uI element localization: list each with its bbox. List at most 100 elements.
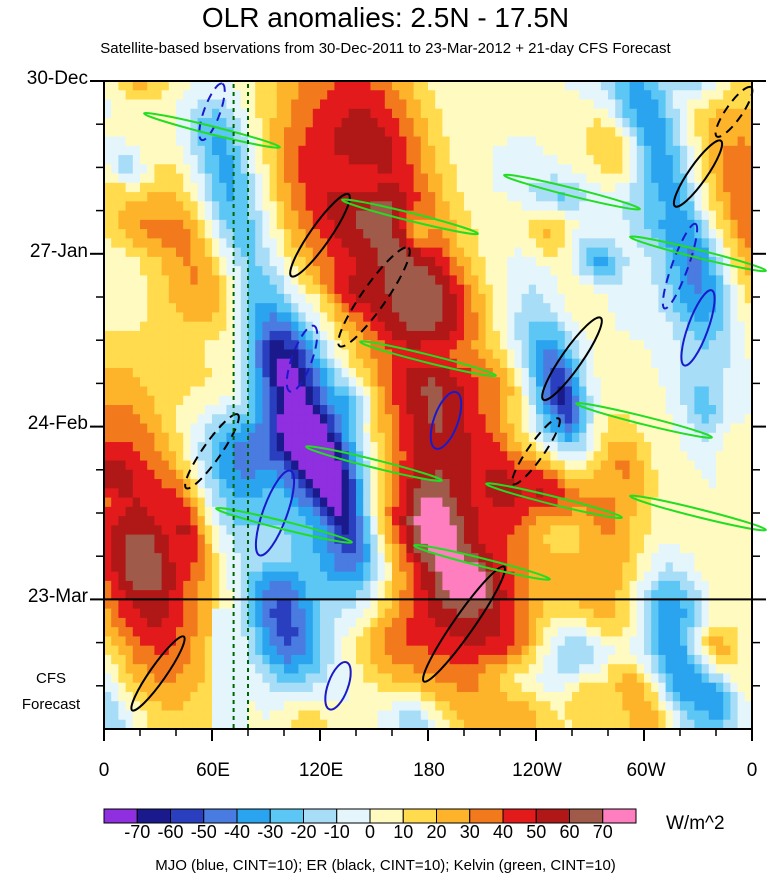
olr-cell: [665, 525, 674, 536]
olr-cell: [500, 414, 508, 425]
olr-cell: [478, 460, 487, 471]
olr-cell: [492, 108, 501, 119]
olr-cell: [593, 386, 602, 397]
olr-cell: [183, 414, 191, 425]
olr-cell: [636, 525, 645, 536]
olr-cell: [132, 405, 141, 415]
olr-cell: [672, 543, 681, 554]
olr-cell: [212, 423, 220, 434]
olr-cell: [298, 543, 307, 554]
olr-cell: [370, 405, 379, 415]
olr-cell: [723, 321, 731, 332]
olr-cell: [514, 275, 523, 286]
olr-cell: [456, 303, 465, 314]
olr-cell: [291, 210, 299, 221]
olr-cell: [284, 479, 292, 489]
olr-cell: [348, 571, 357, 582]
olr-cell: [190, 377, 199, 388]
olr-cell: [730, 367, 739, 378]
olr-cell: [680, 405, 688, 415]
olr-cell: [341, 293, 350, 304]
olr-cell: [183, 229, 191, 239]
olr-cell: [651, 432, 659, 443]
olr-cell: [672, 284, 681, 295]
olr-cell: [615, 562, 623, 573]
olr-cell: [564, 210, 573, 221]
olr-cell: [564, 321, 573, 332]
olr-cell: [276, 405, 285, 415]
olr-cell: [536, 525, 544, 536]
olr-cell: [168, 81, 177, 91]
olr-cell: [334, 164, 343, 175]
olr-cell: [276, 108, 285, 119]
olr-cell: [528, 340, 537, 351]
olr-cell: [572, 553, 580, 563]
olr-cell: [320, 330, 328, 341]
olr-cell: [543, 293, 551, 304]
olr-cell: [161, 488, 170, 499]
olr-cell: [312, 423, 321, 434]
olr-cell: [586, 506, 595, 517]
olr-cell: [104, 256, 112, 267]
olr-cell: [449, 201, 458, 212]
olr-cell: [464, 256, 472, 267]
olr-cell: [521, 543, 530, 554]
olr-cell: [435, 330, 443, 341]
olr-cell: [550, 90, 559, 101]
olr-cell: [291, 256, 299, 267]
olr-cell: [622, 460, 631, 471]
olr-cell: [723, 164, 731, 175]
olr-cell: [197, 525, 206, 536]
olr-cell: [471, 543, 479, 554]
olr-cell: [370, 525, 379, 536]
olr-cell: [579, 479, 587, 489]
olr-cell: [456, 377, 465, 388]
olr-cell: [586, 284, 595, 295]
olr-cell: [658, 432, 667, 443]
olr-cell: [737, 182, 746, 193]
olr-cell: [435, 525, 443, 536]
olr-cell: [521, 192, 530, 202]
olr-cell: [528, 312, 537, 323]
olr-cell: [658, 330, 667, 341]
olr-cell: [521, 460, 530, 471]
olr-cell: [255, 330, 263, 341]
olr-cell: [579, 127, 587, 138]
olr-cell: [384, 349, 393, 360]
olr-cell: [183, 284, 191, 295]
olr-cell: [665, 516, 674, 526]
olr-cell: [363, 571, 371, 582]
olr-cell: [665, 266, 674, 276]
olr-cell: [615, 266, 623, 276]
olr-cell: [593, 479, 602, 489]
olr-cell: [622, 303, 631, 314]
olr-cell: [644, 451, 652, 462]
olr-cell: [348, 534, 357, 545]
olr-cell: [636, 145, 645, 156]
olr-cell: [154, 340, 163, 351]
olr-cell: [680, 284, 688, 295]
olr-cell: [356, 229, 364, 239]
olr-cell: [658, 553, 667, 563]
olr-cell: [233, 81, 242, 91]
olr-cell: [442, 432, 451, 443]
olr-cell: [168, 525, 177, 536]
olr-cell: [658, 497, 667, 508]
olr-cell: [377, 562, 386, 573]
olr-cell: [658, 90, 667, 101]
olr-cell: [305, 173, 314, 184]
olr-cell: [586, 321, 595, 332]
olr-cell: [723, 469, 731, 480]
olr-cell: [737, 580, 746, 591]
olr-cell: [125, 275, 134, 286]
olr-cell: [464, 534, 472, 545]
olr-cell: [492, 506, 501, 517]
olr-cell: [600, 303, 609, 314]
olr-cell: [694, 81, 703, 91]
olr-cell: [694, 118, 703, 128]
olr-cell: [593, 488, 602, 499]
olr-cell: [154, 405, 163, 415]
olr-cell: [291, 479, 299, 489]
olr-cell: [680, 377, 688, 388]
olr-cell: [327, 173, 335, 184]
